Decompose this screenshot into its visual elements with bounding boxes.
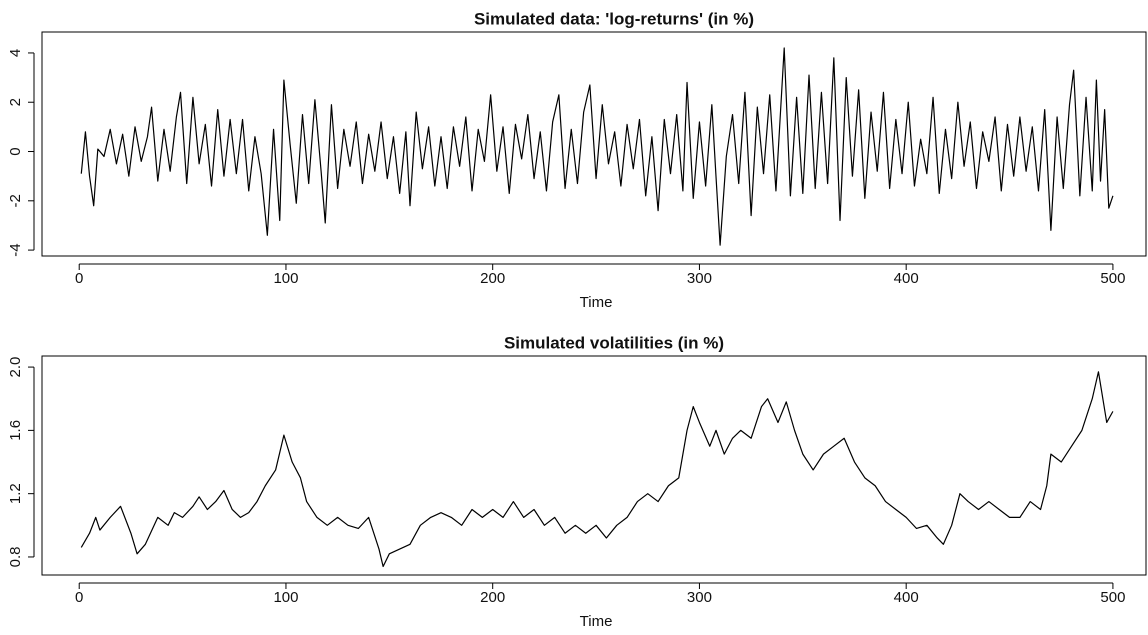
x-tick-label: 100	[273, 270, 298, 287]
x-tick-label: 300	[687, 270, 712, 287]
x-tick-label: 300	[687, 589, 712, 606]
x-tick-label: 400	[894, 589, 919, 606]
chart-title: Simulated volatilities (in %)	[504, 333, 724, 352]
x-tick-label: 500	[1100, 270, 1125, 287]
y-tick-label: 0.8	[7, 547, 24, 568]
y-tick-label: 1.2	[7, 483, 24, 504]
x-tick-label: 200	[480, 270, 505, 287]
chart-title: Simulated data: 'log-returns' (in %)	[474, 9, 754, 28]
y-tick-label: 2.0	[7, 357, 24, 378]
y-tick-label: 1.6	[7, 420, 24, 441]
x-tick-label: 500	[1100, 589, 1125, 606]
x-axis-label: Time	[580, 294, 613, 311]
x-tick-label: 0	[75, 589, 83, 606]
plot-frame	[41, 355, 1147, 576]
data-line	[80, 371, 1114, 568]
x-tick-label: 200	[480, 589, 505, 606]
y-tick-label: -2	[7, 194, 24, 207]
y-tick-label: 4	[7, 49, 24, 57]
y-tick-label: -4	[7, 243, 24, 256]
plot-frame	[41, 31, 1147, 257]
x-tick-label: 100	[273, 589, 298, 606]
x-tick-label: 400	[894, 270, 919, 287]
x-axis-label: Time	[580, 613, 613, 630]
x-tick-label: 0	[75, 270, 83, 287]
data-line	[80, 47, 1114, 246]
y-tick-label: 2	[7, 98, 24, 106]
y-tick-label: 0	[7, 147, 24, 155]
